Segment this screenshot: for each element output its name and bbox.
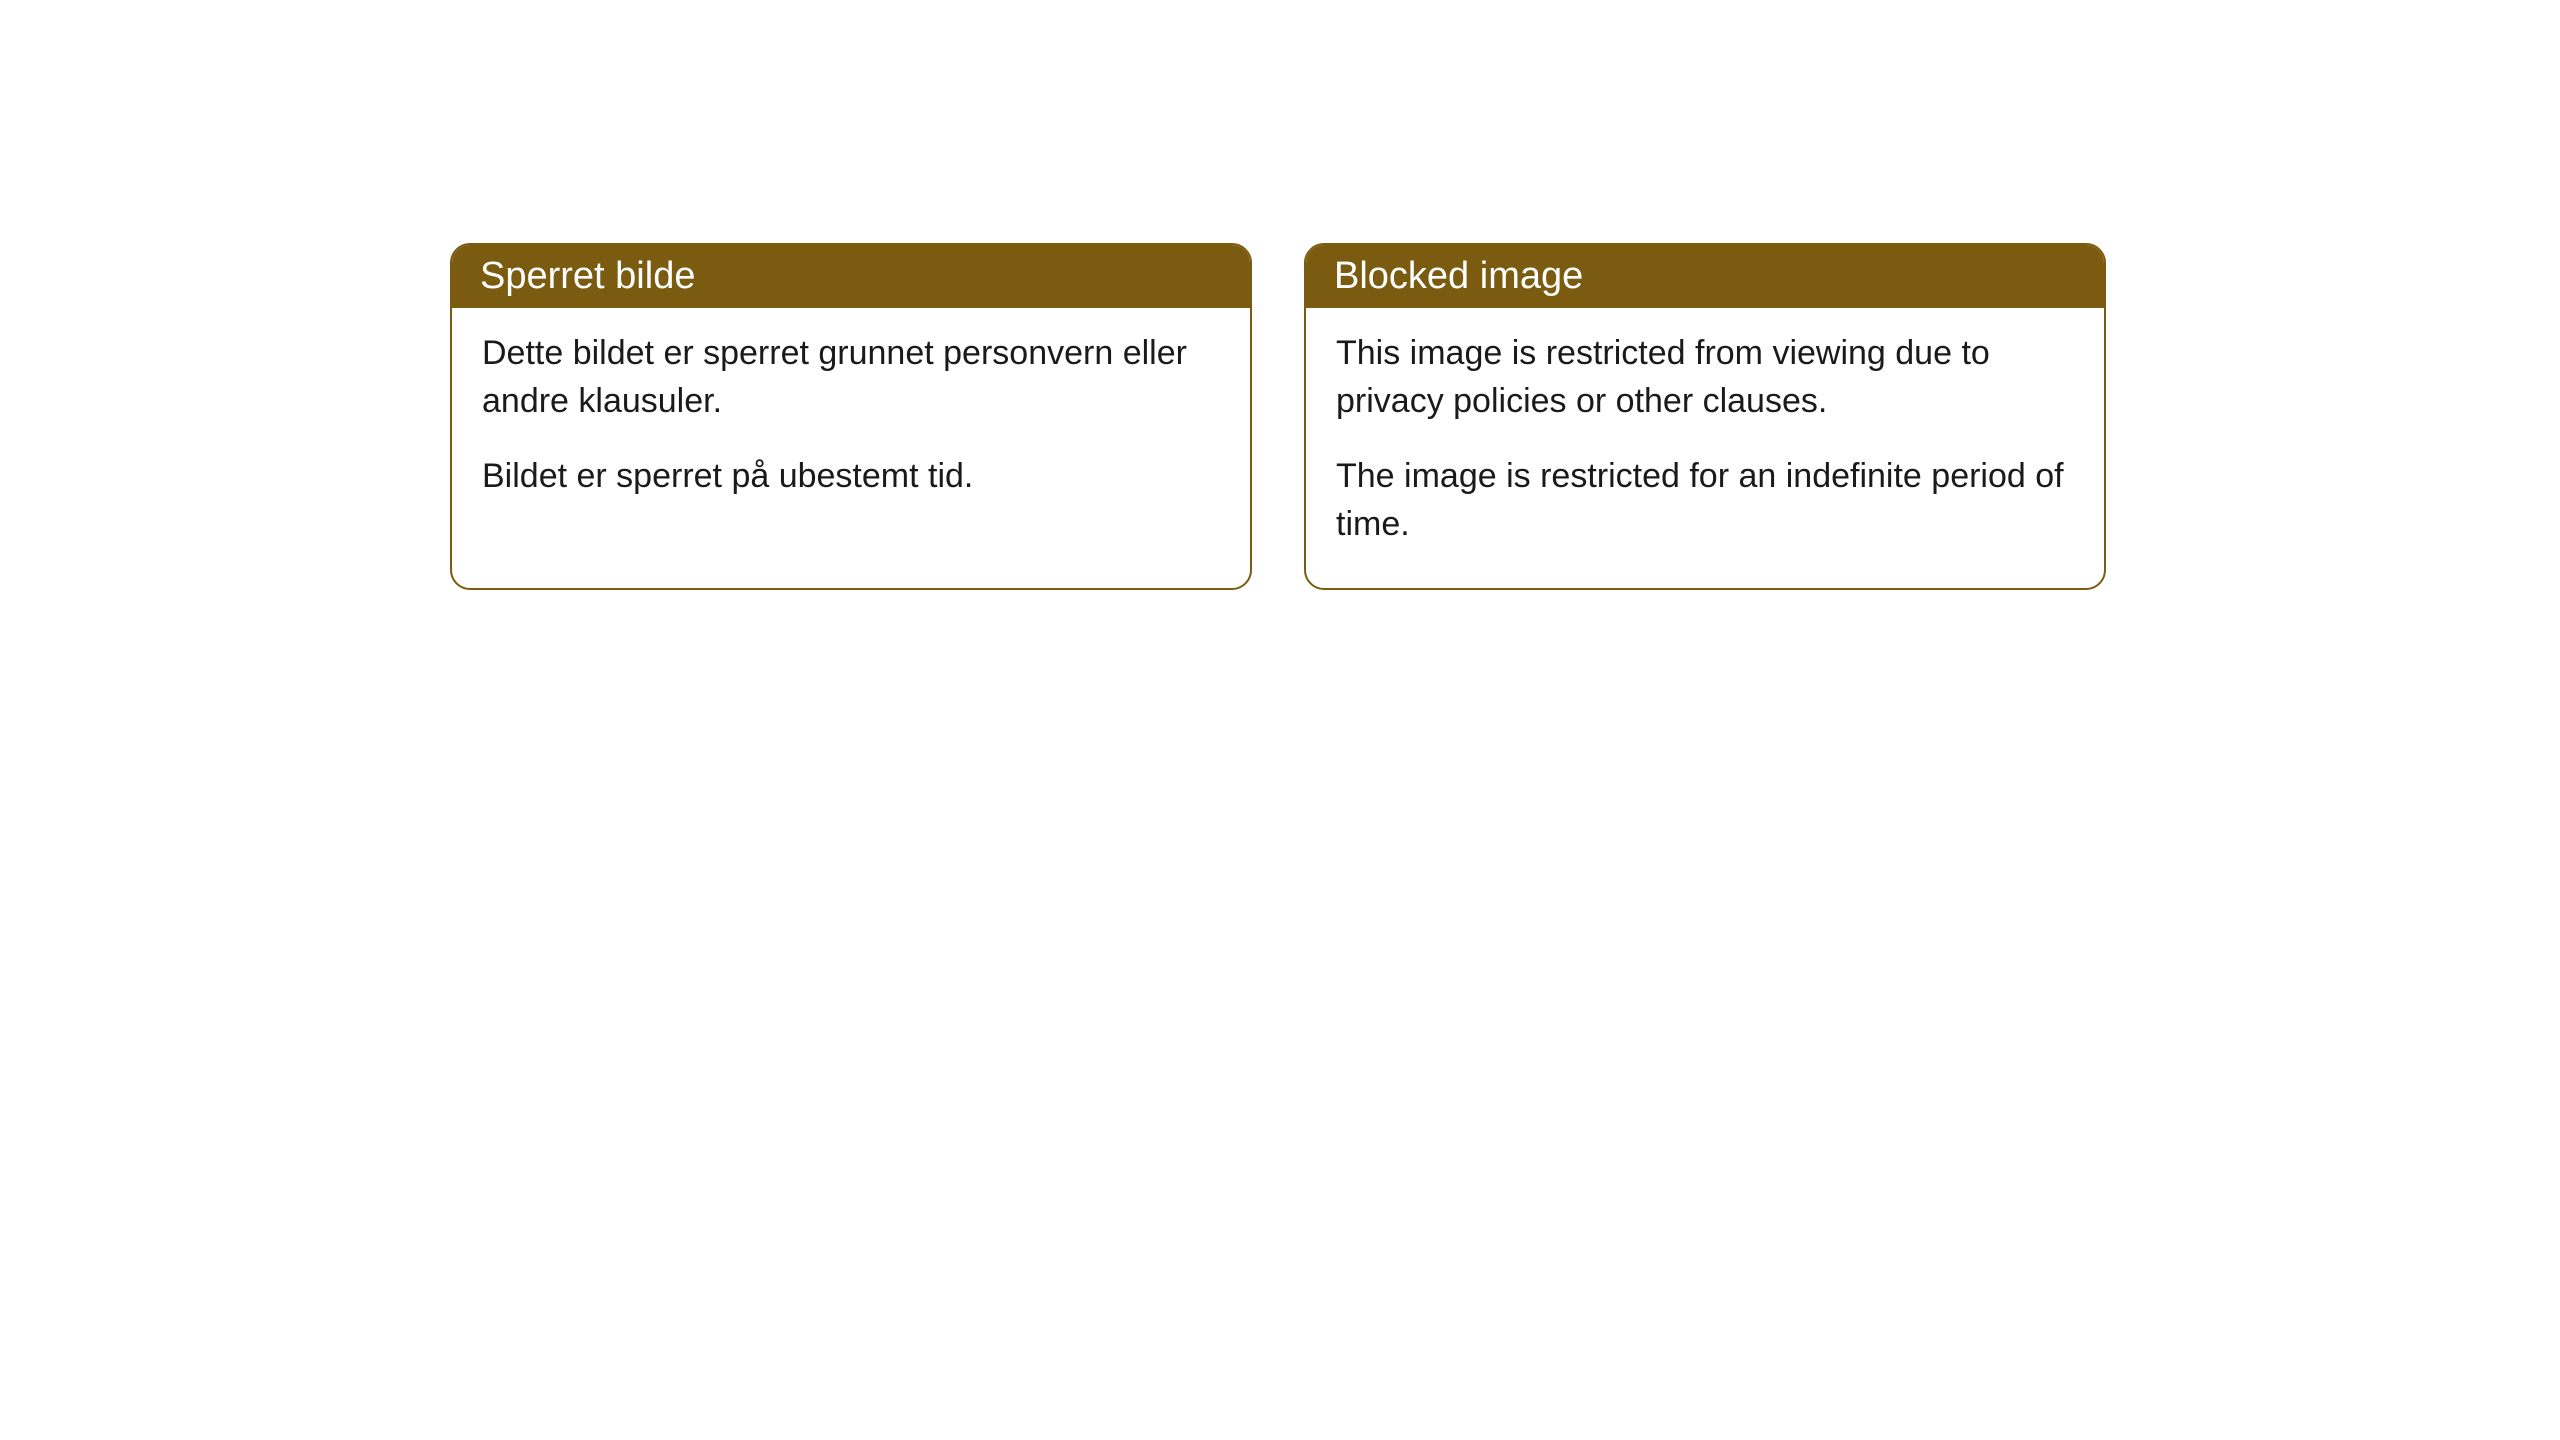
card-body: This image is restricted from viewing du…: [1306, 308, 2104, 588]
card-paragraph: Bildet er sperret på ubestemt tid.: [482, 453, 1220, 501]
card-title: Sperret bilde: [480, 255, 695, 297]
card-title: Blocked image: [1334, 255, 1583, 297]
card-paragraph: This image is restricted from viewing du…: [1336, 330, 2074, 425]
card-paragraph: The image is restricted for an indefinit…: [1336, 453, 2074, 548]
card-header: Sperret bilde: [452, 245, 1250, 308]
card-paragraph: Dette bildet er sperret grunnet personve…: [482, 330, 1220, 425]
blocked-image-card-norwegian: Sperret bilde Dette bildet er sperret gr…: [450, 243, 1252, 590]
card-header: Blocked image: [1306, 245, 2104, 308]
cards-container: Sperret bilde Dette bildet er sperret gr…: [450, 243, 2106, 590]
card-body: Dette bildet er sperret grunnet personve…: [452, 308, 1250, 541]
blocked-image-card-english: Blocked image This image is restricted f…: [1304, 243, 2106, 590]
